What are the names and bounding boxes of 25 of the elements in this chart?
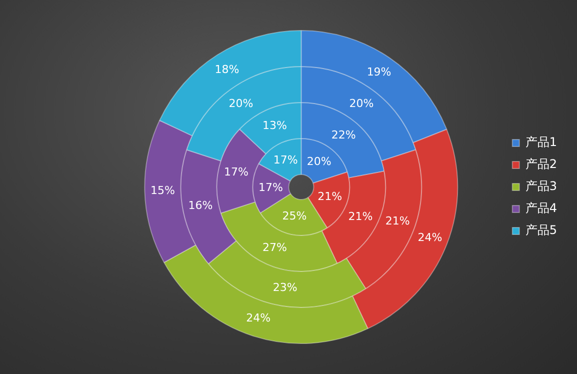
data-label: 17% xyxy=(273,154,298,167)
data-label: 23% xyxy=(272,281,298,294)
data-label: 17% xyxy=(224,165,248,178)
data-label: 13% xyxy=(262,118,287,132)
data-label: 16% xyxy=(188,199,213,212)
data-label: 17% xyxy=(258,180,283,194)
data-label: 18% xyxy=(214,62,240,76)
legend-label: 产品2 xyxy=(525,157,558,172)
data-label: 20% xyxy=(228,96,254,110)
legend-label: 产品4 xyxy=(525,201,558,216)
legend-label: 产品3 xyxy=(525,179,558,194)
data-label: 20% xyxy=(349,96,374,110)
data-label: 22% xyxy=(331,128,356,142)
data-label: 19% xyxy=(366,65,392,78)
data-label: 21% xyxy=(348,210,373,224)
legend-label: 产品5 xyxy=(525,223,558,238)
data-label: 21% xyxy=(385,214,410,228)
data-label: 27% xyxy=(262,240,287,254)
data-label: 24% xyxy=(246,312,271,325)
data-label: 25% xyxy=(282,210,307,223)
data-label: 20% xyxy=(306,155,332,168)
data-label: 15% xyxy=(150,184,175,198)
data-label: 24% xyxy=(418,230,442,244)
legend-label: 产品1 xyxy=(525,135,558,150)
data-label: 21% xyxy=(318,190,342,204)
